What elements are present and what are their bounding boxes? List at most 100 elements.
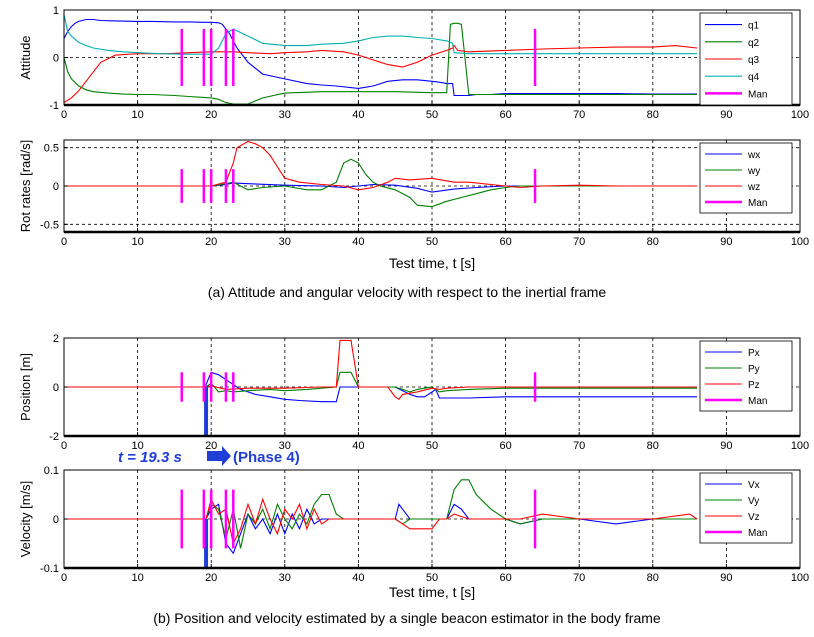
x-tick-label: 80 <box>647 109 659 121</box>
legend-label: Vz <box>748 512 760 523</box>
x-tick-label: 60 <box>499 572 511 584</box>
x-tick-label: 0 <box>61 236 67 248</box>
x-tick-label: 50 <box>426 236 438 248</box>
x-tick-label: 50 <box>426 440 438 452</box>
x-axis-label: Test time, t [s] <box>389 584 475 600</box>
x-tick-label: 70 <box>573 572 585 584</box>
x-tick-label: 0 <box>61 572 67 584</box>
legend-label: q3 <box>748 55 760 66</box>
series-line-vz <box>64 497 698 546</box>
arrow-icon <box>207 446 231 466</box>
x-tick-label: 0 <box>61 440 67 452</box>
x-tick-label: 20 <box>205 440 217 452</box>
legend-label: Vx <box>748 480 760 491</box>
x-tick-label: 100 <box>791 109 809 121</box>
chart-attitude: 0 10 20 30 40 50 60 70 80 90 100-101Attitudeq1q2q3… <box>18 5 809 121</box>
x-tick-label: 20 <box>205 572 217 584</box>
legend-label: wy <box>747 166 760 177</box>
y-tick-label: 0 <box>53 382 59 394</box>
caption-a: (a) Attitude and angular velocity with r… <box>207 284 607 300</box>
y-tick-label: 0.1 <box>44 465 59 477</box>
x-tick-label: 30 <box>279 440 291 452</box>
series-line-pz <box>64 339 697 401</box>
y-tick-label: 0.5 <box>44 143 59 155</box>
x-tick-label: 10 <box>131 440 143 452</box>
legend: Vx Vy Vz Man <box>699 472 793 544</box>
x-tick-label: 100 <box>791 572 809 584</box>
series-line-py <box>64 371 697 393</box>
x-tick-label: 90 <box>720 572 732 584</box>
x-tick-label: 40 <box>352 440 364 452</box>
y-tick-label: 0 <box>53 181 59 193</box>
y-tick-label: 2 <box>53 333 59 345</box>
legend-label: Man <box>748 396 767 407</box>
legend-label: q4 <box>748 72 760 83</box>
x-tick-label: 60 <box>499 440 511 452</box>
x-tick-label: 90 <box>720 236 732 248</box>
x-tick-label: 70 <box>573 236 585 248</box>
x-tick-label: 50 <box>426 109 438 121</box>
x-tick-label: 90 <box>720 109 732 121</box>
y-tick-label: -2 <box>49 431 59 443</box>
x-tick-label: 10 <box>131 109 143 121</box>
x-tick-label: 20 <box>205 236 217 248</box>
y-tick-label: 0 <box>53 53 59 65</box>
x-tick-label: 30 <box>279 236 291 248</box>
legend-label: wz <box>747 182 760 193</box>
x-tick-label: 0 <box>61 109 67 121</box>
phase-annotation: t = 19.3 s (Phase 4) <box>118 446 300 466</box>
annotation-phase: (Phase 4) <box>233 449 300 466</box>
x-tick-label: 40 <box>352 109 364 121</box>
legend-label: Pz <box>748 380 760 391</box>
x-tick-label: 50 <box>426 572 438 584</box>
caption-b: (b) Position and velocity estimated by a… <box>153 610 661 626</box>
legend-label: Py <box>748 364 760 375</box>
annotation-time: t = 19.3 s <box>118 449 182 466</box>
legend: wx wy wz Man <box>699 142 793 214</box>
x-tick-label: 40 <box>352 572 364 584</box>
x-tick-label: 90 <box>720 440 732 452</box>
x-tick-label: 30 <box>279 109 291 121</box>
x-tick-label: 100 <box>791 236 809 248</box>
legend: Px Py Pz Man <box>699 340 793 412</box>
y-tick-label: -0.1 <box>40 563 59 575</box>
y-axis-label: Attitude <box>18 35 33 79</box>
y-tick-label: -0.5 <box>40 219 59 231</box>
series-line-q4 <box>63 14 697 55</box>
x-tick-label: 60 <box>499 236 511 248</box>
series-line-q3 <box>63 44 698 104</box>
legend-label: Man <box>748 528 767 539</box>
legend: q1 q2 q3 q4 Man <box>699 12 793 106</box>
x-tick-label: 100 <box>791 440 809 452</box>
series-line-wy <box>64 158 697 208</box>
x-tick-label: 70 <box>573 440 585 452</box>
x-tick-label: 20 <box>205 109 217 121</box>
legend-label: Vy <box>748 496 759 507</box>
x-tick-label: 30 <box>279 572 291 584</box>
legend-label: Man <box>748 198 767 209</box>
x-tick-label: 70 <box>573 109 585 121</box>
x-tick-label: 10 <box>131 236 143 248</box>
x-tick-label: 80 <box>647 440 659 452</box>
series-line-wz <box>64 140 697 191</box>
legend-label: q2 <box>748 38 760 49</box>
x-tick-label: 80 <box>647 572 659 584</box>
legend-label: Px <box>748 348 760 359</box>
y-tick-label: 0 <box>53 514 59 526</box>
x-tick-label: 10 <box>131 572 143 584</box>
y-axis-label: Velocity [m/s] <box>18 481 33 558</box>
legend-label: wx <box>747 150 760 161</box>
y-axis-label: Position [m] <box>18 353 33 421</box>
y-axis-label: Rot rates [rad/s] <box>18 140 33 232</box>
legend-label: Man <box>748 89 767 100</box>
x-axis-label: Test time, t [s] <box>389 255 475 271</box>
x-tick-label: 40 <box>352 236 364 248</box>
y-tick-label: -1 <box>49 100 59 112</box>
x-tick-label: 80 <box>647 236 659 248</box>
y-tick-label: 1 <box>53 5 59 17</box>
legend-label: q1 <box>748 21 760 32</box>
